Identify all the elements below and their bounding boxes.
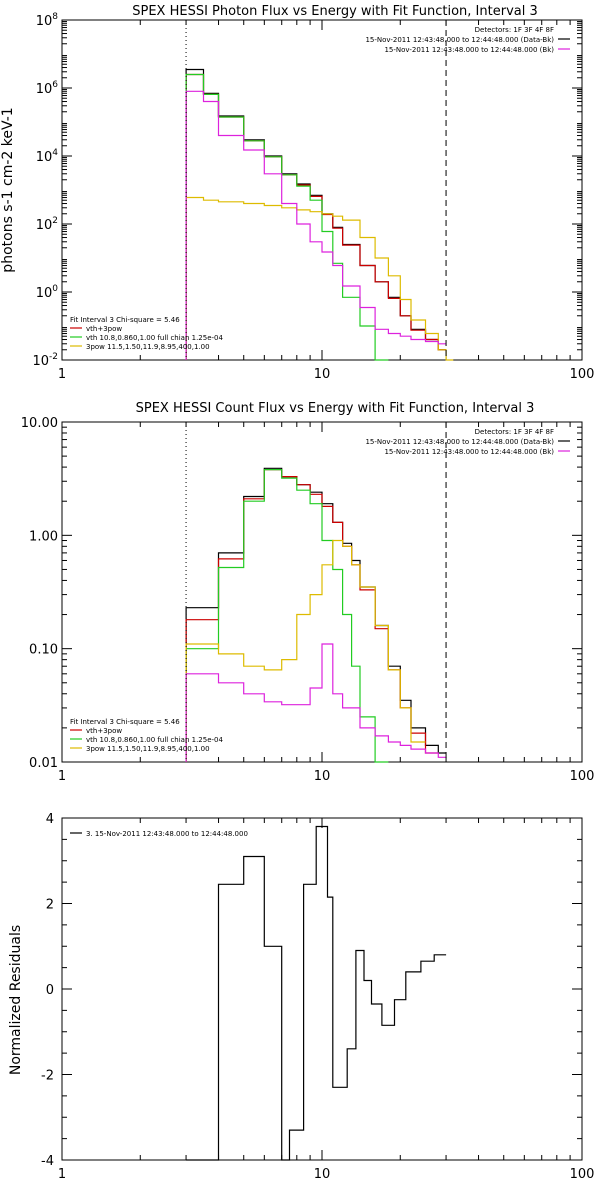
panel1-vlines xyxy=(185,20,447,360)
y-tick-label: 102 xyxy=(36,216,58,233)
x-tick-label: 1 xyxy=(58,1167,66,1182)
y-tick-label: 0.01 xyxy=(29,756,58,771)
y-tick-label: -2 xyxy=(41,1069,54,1084)
panel2-legend-top: Detectors: 1F 3F 4F 8F 15-Nov-2011 12:43:… xyxy=(365,428,570,456)
legend-bottom-line: vth 10.8,0.860,1.00 full chian 1.25e-04 xyxy=(86,334,224,342)
x-tick-label: 100 xyxy=(570,367,595,382)
panel2-series xyxy=(185,467,447,763)
legend-top-line: Detectors: 1F 3F 4F 8F xyxy=(475,428,554,436)
x-tick-label: 100 xyxy=(570,1167,595,1182)
x-tick-label: 10 xyxy=(314,1167,331,1182)
panel3-legend: 3. 15-Nov-2011 12:43:48.000 to 12:44:48.… xyxy=(70,830,248,838)
y-tick-label: 0.10 xyxy=(29,643,58,658)
legend-bottom-line: vth+3pow xyxy=(86,727,122,735)
series-line-data-bk xyxy=(185,68,447,360)
legend-top-line: 15-Nov-2011 12:43:48.000 to 12:44:48.000… xyxy=(384,448,554,456)
panel1-ticks: 1 10 100 10-2 100 102 104 106 108 xyxy=(32,12,594,382)
series-line-3pow xyxy=(185,196,454,361)
x-tick-label: 10 xyxy=(314,769,331,784)
legend-bottom-header: Fit Interval 3 Chi-square = 5.46 xyxy=(70,316,180,324)
x-tick-label: 1 xyxy=(58,367,66,382)
panel2-ticks: 1 10 100 0.01 0.10 1.00 10.00 xyxy=(21,416,595,784)
y-tick-label: 2 xyxy=(46,898,54,913)
y-tick-label: 0 xyxy=(46,983,54,998)
series-line-bk xyxy=(185,643,447,762)
panel1-title: SPEX HESSI Photon Flux vs Energy with Fi… xyxy=(132,4,538,19)
panel3-y-axis-label: Normalized Residuals xyxy=(8,925,24,1075)
legend-top-line: Detectors: 1F 3F 4F 8F xyxy=(475,26,554,34)
panel2-title: SPEX HESSI Count Flux vs Energy with Fit… xyxy=(136,401,535,416)
panel1-axes-frame xyxy=(61,19,583,361)
panel3-ticks: 1 10 100 -4 -2 0 2 4 xyxy=(41,812,594,1182)
y-tick-label: 100 xyxy=(36,284,59,301)
legend-bottom-line: 3pow 11.5,1.50,11.9,8.95,400,1.00 xyxy=(86,343,210,351)
legend-bottom-line: vth 10.8,0.860,1.00 full chian 1.25e-04 xyxy=(86,736,224,744)
panel2-vlines xyxy=(185,422,447,762)
legend-top-line: 15-Nov-2011 12:43:48.000 to 12:44:48.000… xyxy=(384,46,554,54)
panel1-legend-bottom: Fit Interval 3 Chi-square = 5.46vth+3pow… xyxy=(70,316,224,351)
x-tick-label: 100 xyxy=(570,769,595,784)
y-tick-label: 104 xyxy=(36,148,59,165)
series-line-vth xyxy=(185,73,389,361)
residuals-panel: 1 10 100 -4 -2 0 2 4 Normalized Residuals 3. 15… xyxy=(8,812,594,1182)
series-line-3-15-nov-2011-12-43-48-000-to-12-44-48-000 xyxy=(186,825,447,1161)
legend-bottom-line: 3pow 11.5,1.50,11.9,8.95,400,1.00 xyxy=(86,745,210,753)
series-line-vth-3pow xyxy=(185,469,439,762)
series-line-vth xyxy=(185,469,389,763)
y-tick-label: 1.00 xyxy=(29,529,58,544)
panel1-y-axis-label: photons s-1 cm-2 keV-1 xyxy=(0,107,16,272)
panel3-series xyxy=(186,825,447,1161)
panel1-legend-top: Detectors: 1F 3F 4F 8F 15-Nov-2011 12:43:… xyxy=(365,26,570,54)
panel3-axes-frame xyxy=(61,817,583,1161)
series-line-3pow xyxy=(185,539,426,762)
panel1-series xyxy=(185,68,454,361)
legend-top-line: 15-Nov-2011 12:43:48.000 to 12:44:48.000… xyxy=(365,438,554,446)
panel2-legend-bottom: Fit Interval 3 Chi-square = 5.46vth+3pow… xyxy=(70,718,224,753)
count-flux-panel: SPEX HESSI Count Flux vs Energy with Fit… xyxy=(21,401,595,784)
y-tick-label: 108 xyxy=(36,12,59,29)
series-line-bk xyxy=(185,90,447,360)
legend-top-line: 15-Nov-2011 12:43:48.000 to 12:44:48.000… xyxy=(365,36,554,44)
y-tick-label: 4 xyxy=(46,812,54,827)
y-tick-label: -4 xyxy=(41,1154,54,1169)
x-tick-label: 10 xyxy=(314,367,331,382)
photon-flux-panel: SPEX HESSI Photon Flux vs Energy with Fi… xyxy=(0,4,594,382)
y-tick-label: 106 xyxy=(36,80,59,97)
legend-line: 3. 15-Nov-2011 12:43:48.000 to 12:44:48.… xyxy=(86,830,248,838)
legend-bottom-header: Fit Interval 3 Chi-square = 5.46 xyxy=(70,718,180,726)
x-tick-label: 1 xyxy=(58,769,66,784)
y-tick-label: 10.00 xyxy=(21,416,58,431)
y-tick-label: 10-2 xyxy=(32,352,58,369)
legend-bottom-line: vth+3pow xyxy=(86,325,122,333)
series-line-data-bk xyxy=(185,467,447,762)
